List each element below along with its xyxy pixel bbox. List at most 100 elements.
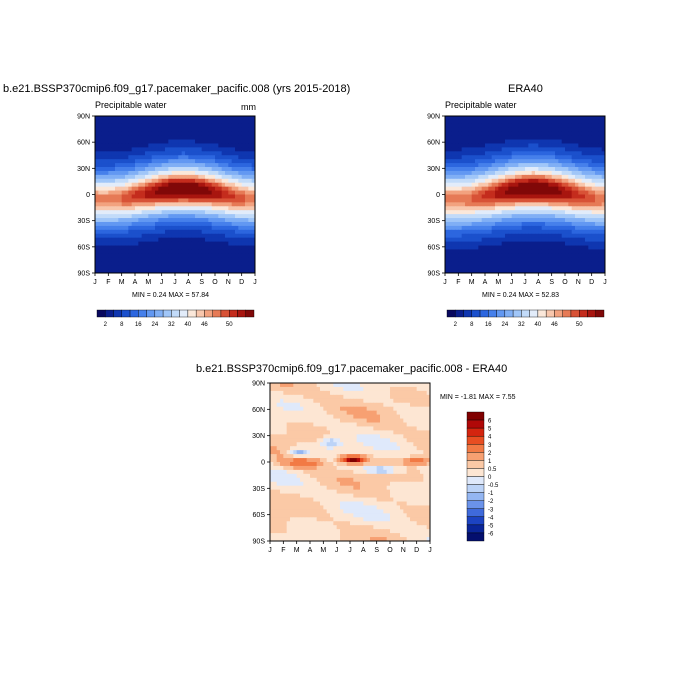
panel1-cell <box>218 225 223 231</box>
panel1-cell <box>155 116 159 121</box>
panel2-cell <box>498 237 503 243</box>
panel1-cell <box>188 253 193 258</box>
panel3-cell <box>273 386 278 392</box>
panel1-cell <box>151 163 156 168</box>
panel1-cell <box>208 178 213 184</box>
panel3-cell <box>313 458 318 463</box>
panel1-cell <box>228 194 233 199</box>
panel2-cell <box>588 257 593 262</box>
panel2-cell <box>481 190 486 195</box>
panel3-cell <box>413 430 418 435</box>
panel1-cell <box>238 229 243 235</box>
panel1-cell <box>201 206 206 211</box>
panel3-cell <box>330 390 334 396</box>
panel2-cell <box>475 225 479 231</box>
panel1-cell <box>135 167 139 172</box>
panel1-cell <box>211 261 216 266</box>
panel2-cell <box>565 182 569 188</box>
panel3-cell <box>306 450 311 455</box>
panel3-cell <box>400 465 404 471</box>
panel1-cell <box>128 202 133 207</box>
panel1-cell <box>158 198 163 203</box>
panel2-cell <box>508 249 513 254</box>
panel1-cell <box>228 186 233 191</box>
panel3-cell <box>426 398 431 404</box>
panel2-cell <box>515 151 519 156</box>
panel1-cell <box>138 229 143 235</box>
panel2-cell <box>475 135 479 140</box>
panel2-cell <box>485 225 489 231</box>
panel1-cell <box>168 194 173 199</box>
panel1-cell <box>121 178 126 184</box>
panel3-cell <box>333 458 338 463</box>
panel2-cell <box>455 131 459 137</box>
panel3-cell <box>273 383 278 388</box>
panel1-cell <box>185 167 189 172</box>
panel2-cell <box>475 233 479 239</box>
panel3-cell <box>393 454 398 459</box>
panel2-cell <box>585 214 589 219</box>
panel2-cell <box>505 210 509 215</box>
panel2-cell <box>471 210 476 215</box>
panel1-cell <box>201 170 206 176</box>
panel3-cell <box>346 430 351 435</box>
panel2-cell <box>448 202 453 207</box>
panel1-cell <box>155 174 159 180</box>
panel3-cell <box>370 458 374 463</box>
panel2-cell <box>488 143 493 148</box>
panel2-cell <box>568 198 573 203</box>
panel2-cell <box>485 147 489 152</box>
panel3-cell <box>293 422 298 427</box>
panel2-cell <box>491 190 496 195</box>
panel1-cell <box>115 245 119 250</box>
panel2-cell <box>578 206 583 211</box>
panel1-cell <box>211 253 216 258</box>
panel1-cell <box>138 143 143 148</box>
panel3-cell <box>290 430 294 435</box>
panel1-cell <box>211 198 216 203</box>
panel2-cell <box>461 194 466 199</box>
panel3-cell <box>400 394 404 400</box>
panel2-cell <box>501 218 506 223</box>
panel3-cell <box>363 386 368 392</box>
panel2-cell <box>535 269 539 274</box>
panel3-cell <box>283 438 288 443</box>
panel2-cell <box>521 123 526 129</box>
panel3-cell <box>300 442 304 447</box>
panel1-cell <box>161 155 166 160</box>
panel1-cell <box>131 163 136 168</box>
panel1-cell <box>165 190 169 195</box>
panel2-cell <box>568 147 573 152</box>
panel2-cell <box>601 206 606 211</box>
panel2-cell <box>528 237 533 243</box>
panel1-cell <box>251 229 256 235</box>
panel1-cell <box>151 131 156 137</box>
panel2-cell <box>541 241 546 246</box>
panel1-cell <box>118 221 123 227</box>
panel1-cell <box>138 155 143 160</box>
panel2-cell <box>501 225 506 231</box>
panel2-cell <box>495 253 499 258</box>
panel1-cell <box>108 221 113 227</box>
panel2-cell <box>458 182 463 188</box>
panel1-cell <box>115 116 119 121</box>
panel1-cell <box>198 163 203 168</box>
panel1-cell <box>135 198 139 203</box>
panel1-cell <box>101 170 106 176</box>
panel1-cell <box>121 225 126 231</box>
panel1-cell <box>211 116 216 121</box>
panel1-cell <box>165 198 169 203</box>
panel3-cell <box>303 414 308 419</box>
panel3-cell <box>403 386 408 392</box>
panel1-cell <box>168 147 173 152</box>
panel2-cell <box>471 214 476 219</box>
panel1-cell <box>191 186 196 191</box>
panel1-cell <box>148 135 153 140</box>
panel2-cell <box>571 206 576 211</box>
panel1-cell <box>118 210 123 215</box>
panel1-cell <box>158 214 163 219</box>
panel1-cell <box>115 249 119 254</box>
panel1-cell <box>238 167 243 172</box>
panel1-cell <box>115 233 119 239</box>
panel2-cell <box>448 218 453 223</box>
